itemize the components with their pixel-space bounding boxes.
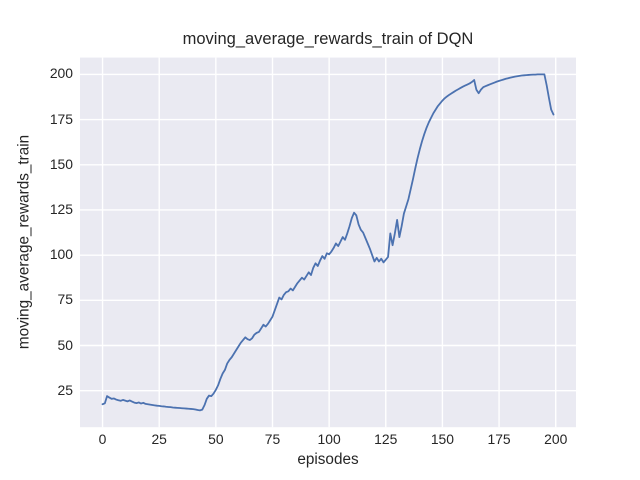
x-tick-label: 50	[208, 431, 224, 447]
x-axis-label: episodes	[297, 451, 359, 468]
x-tick-label: 175	[487, 431, 511, 447]
y-tick-label: 50	[57, 336, 73, 353]
chart-title: moving_average_rewards_train of DQN	[182, 30, 474, 48]
y-tick-label: 200	[49, 65, 73, 82]
y-tick-label: 175	[49, 110, 73, 127]
y-tick-label: 25	[57, 381, 73, 398]
x-tick-label: 200	[544, 431, 568, 447]
x-tick-label: 75	[264, 431, 281, 447]
y-tick-label: 100	[49, 246, 73, 263]
x-tick-label: 150	[430, 431, 455, 447]
y-tick-label: 150	[49, 155, 73, 172]
y-tick-label: 75	[57, 291, 73, 308]
y-tick-label: 125	[49, 201, 73, 217]
x-tick-label: 125	[374, 431, 398, 447]
y-axis-label: moving_average_rewards_train	[15, 134, 33, 350]
x-tick-label: 0	[98, 431, 107, 447]
plot-area	[80, 57, 576, 428]
series-line-moving_average_rewards_train	[101, 73, 555, 412]
x-tick-label: 25	[151, 431, 167, 447]
x-tick-label: 100	[317, 431, 341, 447]
